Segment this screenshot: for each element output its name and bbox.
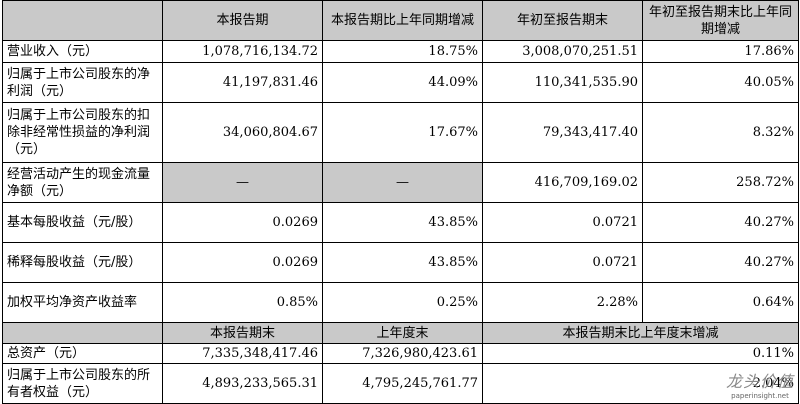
header-blank — [2, 322, 163, 344]
cell-value: 17.86% — [642, 40, 799, 63]
table-row: 经营活动产生的现金流量净额（元） — — 416,709,169.02 258.… — [2, 162, 799, 203]
table-row: 基本每股收益（元/股） 0.0269 43.85% 0.0721 40.27% — [2, 202, 799, 243]
cell-value: 258.72% — [642, 162, 799, 203]
cell-value: 41,197,831.46 — [162, 62, 323, 103]
table-row: 归属于上市公司股东的净利润（元） 41,197,831.46 44.09% 11… — [2, 62, 799, 103]
cell-value: 0.11% — [482, 343, 799, 364]
cell-value: 7,335,348,417.46 — [162, 343, 323, 364]
cell-value: 43.85% — [322, 242, 483, 283]
cell-value: 79,343,417.40 — [482, 102, 643, 163]
row-label: 归属于上市公司股东的净利润（元） — [2, 62, 163, 103]
cell-value: — — [162, 162, 323, 203]
row-label: 加权平均净资产收益率 — [2, 282, 163, 323]
header-prior-year-end: 上年度末 — [322, 322, 483, 344]
cell-value: 40.27% — [642, 242, 799, 283]
row-label: 经营活动产生的现金流量净额（元） — [2, 162, 163, 203]
watermark-text: 龙头价值 — [725, 372, 794, 391]
cell-value: 0.64% — [642, 282, 799, 323]
row-label: 归属于上市公司股东的所有者权益（元） — [2, 363, 163, 404]
header-current-period-yoy: 本报告期比上年同期增减 — [322, 0, 483, 41]
cell-value: 40.27% — [642, 202, 799, 243]
table-row: 稀释每股收益（元/股） 0.0269 43.85% 0.0721 40.27% — [2, 242, 799, 283]
header-period-end-change: 本报告期末比上年度末增减 — [482, 322, 799, 344]
cell-value: 43.85% — [322, 202, 483, 243]
row-label: 营业收入（元） — [2, 40, 163, 63]
row-label: 归属于上市公司股东的扣除非经常性损益的净利润（元） — [2, 102, 163, 163]
header-blank — [2, 0, 163, 41]
cell-value: 4,795,245,761.77 — [322, 363, 483, 404]
cell-value: 0.0269 — [162, 202, 323, 243]
table-row: 归属于上市公司股东的所有者权益（元） 4,893,233,565.31 4,79… — [2, 363, 799, 404]
watermark: 龙头价值 paperinsight.net — [726, 368, 794, 400]
cell-value: 416,709,169.02 — [482, 162, 643, 203]
header-period-end: 本报告期末 — [162, 322, 323, 344]
cell-value: 0.25% — [322, 282, 483, 323]
cell-value: 0.0721 — [482, 242, 643, 283]
cell-value: 34,060,804.67 — [162, 102, 323, 163]
table-row: 加权平均净资产收益率 0.85% 0.25% 2.28% 0.64% — [2, 282, 799, 323]
cell-value: 0.0721 — [482, 202, 643, 243]
cell-value: 4,893,233,565.31 — [162, 363, 323, 404]
row-label: 基本每股收益（元/股） — [2, 202, 163, 243]
cell-value: 1,078,716,134.72 — [162, 40, 323, 63]
table-row: 归属于上市公司股东的扣除非经常性损益的净利润（元） 34,060,804.67 … — [2, 102, 799, 163]
cell-value: 40.05% — [642, 62, 799, 103]
watermark-url: paperinsight.net — [731, 392, 789, 400]
header-row: 本报告期 本报告期比上年同期增减 年初至报告期末 年初至报告期末比上年同期增减 — [2, 0, 799, 41]
cell-value: 0.0269 — [162, 242, 323, 283]
row-label: 稀释每股收益（元/股） — [2, 242, 163, 283]
cell-value: 17.67% — [322, 102, 483, 163]
header-ytd-yoy: 年初至报告期末比上年同期增减 — [642, 0, 799, 41]
cell-value: 2.04% — [482, 363, 799, 404]
cell-value: 44.09% — [322, 62, 483, 103]
header-ytd: 年初至报告期末 — [482, 0, 643, 41]
cell-value: 3,008,070,251.51 — [482, 40, 643, 63]
table-row: 营业收入（元） 1,078,716,134.72 18.75% 3,008,07… — [2, 40, 799, 63]
header-row-2: 本报告期末 上年度末 本报告期末比上年度末增减 — [2, 322, 799, 344]
cell-value: 110,341,535.90 — [482, 62, 643, 103]
row-label: 总资产（元） — [2, 343, 163, 364]
cell-value: 0.85% — [162, 282, 323, 323]
cell-value: 8.32% — [642, 102, 799, 163]
cell-value: 2.28% — [482, 282, 643, 323]
header-current-period: 本报告期 — [162, 0, 323, 41]
cell-value: — — [322, 162, 483, 203]
cell-value: 7,326,980,423.61 — [322, 343, 483, 364]
cell-value: 18.75% — [322, 40, 483, 63]
table-row: 总资产（元） 7,335,348,417.46 7,326,980,423.61… — [2, 343, 799, 364]
